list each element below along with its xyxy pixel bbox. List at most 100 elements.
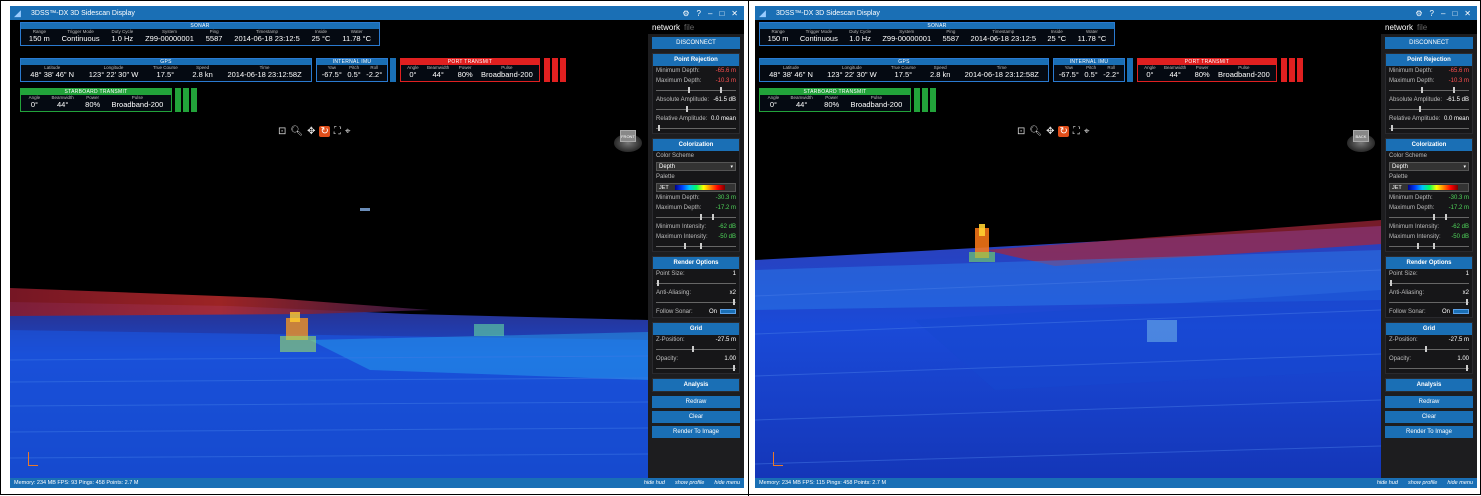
opacity-slider[interactable] [1389,365,1469,371]
3d-viewport[interactable]: ⊡ 🔍︎ ✥ ↻ ⛶ ⌖ FRONT [10,120,648,478]
imu-toggle-button[interactable] [1127,58,1133,82]
point-size-slider[interactable] [656,280,736,286]
analysis-header[interactable]: Analysis [1386,379,1472,391]
render-options-header[interactable]: Render Options [1386,257,1472,269]
port-button[interactable] [552,58,558,82]
colorization-section: Colorization Color Scheme Depth ▾ Palette… [652,138,740,252]
minimize-icon[interactable]: – [1441,8,1446,18]
rotate-icon[interactable]: ↻ [319,126,330,137]
rotate-icon[interactable]: ↻ [1058,126,1069,137]
center-icon[interactable]: ⌖ [1083,126,1090,137]
colorization-header[interactable]: Colorization [1386,139,1472,151]
abs-amp-slider[interactable] [1389,106,1469,112]
maximize-icon[interactable]: □ [719,8,725,18]
settings-icon[interactable]: ⚙ [682,8,690,18]
imu-toggle-button[interactable] [390,58,396,82]
disconnect-button[interactable]: DISCONNECT [652,37,740,49]
palette-gradient [1407,185,1458,190]
starboard-button[interactable] [930,88,936,112]
z-position-slider[interactable] [1389,346,1469,352]
anti-aliasing-slider[interactable] [656,299,736,305]
hide-menu-link[interactable]: hide menu [1447,480,1473,486]
view-cube-face[interactable]: FRONT [620,130,636,142]
intensity-slider[interactable] [1389,243,1469,249]
fit-view-icon[interactable]: ⛶ [333,126,341,137]
clear-button[interactable]: Clear [1385,411,1473,423]
intensity-slider[interactable] [656,243,736,249]
redraw-button[interactable]: Redraw [652,396,740,408]
settings-icon[interactable]: ⚙ [1415,8,1423,18]
port-button[interactable] [560,58,566,82]
minimize-icon[interactable]: – [708,8,713,18]
abs-amp-value: -61.5 dB [1446,97,1469,103]
color-scheme-select[interactable]: Depth ▾ [656,162,736,171]
disconnect-button[interactable]: DISCONNECT [1385,37,1473,49]
point-size-slider[interactable] [1389,280,1469,286]
depth-range-slider[interactable] [656,87,736,93]
col-depth-slider[interactable] [656,214,736,220]
col-depth-slider[interactable] [1389,214,1469,220]
center-icon[interactable]: ⌖ [344,126,351,137]
point-rejection-header[interactable]: Point Rejection [653,54,739,66]
close-icon[interactable]: ✕ [731,8,738,18]
grid-header[interactable]: Grid [1386,323,1472,335]
tab-file[interactable]: file [684,22,695,32]
hide-menu-link[interactable]: hide menu [714,480,740,486]
analysis-header[interactable]: Analysis [653,379,739,391]
rel-amp-slider[interactable] [1389,125,1469,131]
palette-select[interactable]: JET [656,183,736,192]
render-options-header[interactable]: Render Options [653,257,739,269]
render-to-image-button[interactable]: Render To Image [1385,426,1473,438]
pan-icon[interactable]: ✥ [1046,126,1055,137]
port-button[interactable] [1281,58,1287,82]
follow-sonar-toggle[interactable] [1453,308,1469,314]
follow-sonar-toggle[interactable] [720,308,736,314]
zoom-box-icon[interactable]: ⊡ [1017,126,1026,137]
redraw-button[interactable]: Redraw [1385,396,1473,408]
show-profile-link[interactable]: show profile [674,480,705,486]
view-cube[interactable]: FRONT [614,130,642,152]
anti-aliasing-value: x2 [1462,290,1469,296]
port-button[interactable] [544,58,550,82]
zoom-box-icon[interactable]: ⊡ [278,126,287,137]
tab-network[interactable]: network [652,22,681,32]
palette-select[interactable]: JET [1389,183,1469,192]
render-to-image-button[interactable]: Render To Image [652,426,740,438]
sonar-field: Trigger Mode Continuous [799,29,838,43]
3d-viewport[interactable]: ⊡ 🔍︎ ✥ ↻ ⛶ ⌖ BACK [755,120,1381,478]
help-icon[interactable]: ? [696,8,701,18]
point-rejection-header[interactable]: Point Rejection [1386,54,1472,66]
tab-network[interactable]: network [1385,22,1414,32]
hide-hud-link[interactable]: hide hud [1376,480,1398,486]
pan-icon[interactable]: ✥ [307,126,316,137]
view-cube[interactable]: BACK [1347,130,1375,152]
zoom-icon[interactable]: 🔍︎ [290,126,304,137]
help-icon[interactable]: ? [1429,8,1434,18]
opacity-slider[interactable] [656,365,736,371]
colorization-header[interactable]: Colorization [653,139,739,151]
starboard-button[interactable] [175,88,181,112]
close-icon[interactable]: ✕ [1464,8,1471,18]
clear-button[interactable]: Clear [652,411,740,423]
starboard-button[interactable] [183,88,189,112]
starboard-button[interactable] [922,88,928,112]
color-scheme-select[interactable]: Depth ▾ [1389,162,1469,171]
z-position-slider[interactable] [656,346,736,352]
port-button[interactable] [1289,58,1295,82]
maximize-icon[interactable]: □ [1452,8,1458,18]
abs-amp-slider[interactable] [656,106,736,112]
hide-hud-link[interactable]: hide hud [643,480,665,486]
view-cube-face[interactable]: BACK [1353,130,1369,142]
status-stats: Memory: 234 MB FPS: 115 Pings: 458 Point… [759,480,887,486]
show-profile-link[interactable]: show profile [1407,480,1438,486]
grid-header[interactable]: Grid [653,323,739,335]
tab-file[interactable]: file [1417,22,1428,32]
rel-amp-slider[interactable] [656,125,736,131]
starboard-button[interactable] [914,88,920,112]
port-button[interactable] [1297,58,1303,82]
fit-view-icon[interactable]: ⛶ [1072,126,1080,137]
zoom-icon[interactable]: 🔍︎ [1029,126,1043,137]
starboard-button[interactable] [191,88,197,112]
anti-aliasing-slider[interactable] [1389,299,1469,305]
depth-range-slider[interactable] [1389,87,1469,93]
